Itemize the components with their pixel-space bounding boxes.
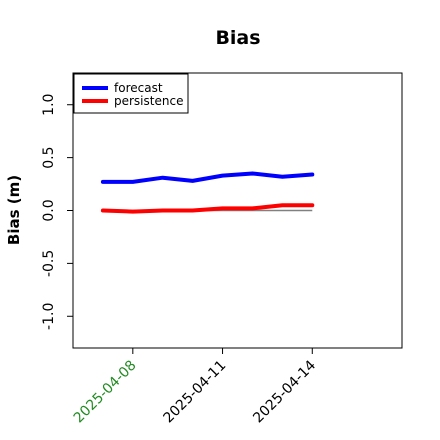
chart-title: Bias bbox=[215, 27, 260, 49]
y-tick-label: 0.0 bbox=[41, 199, 57, 221]
legend: forecast persistence bbox=[73, 73, 189, 114]
y-axis-label: Bias (m) bbox=[5, 175, 23, 245]
y-tick-label: -1.0 bbox=[41, 303, 57, 330]
x-tick-label: 2025-04-11 bbox=[160, 358, 229, 427]
y-tick-label: 1.0 bbox=[41, 94, 57, 116]
x-axis-ticks: 2025-04-08 2025-04-11 2025-04-14 bbox=[71, 348, 319, 426]
series-line-forecast bbox=[100, 171, 315, 184]
x-tick-label: 2025-04-08 bbox=[71, 358, 140, 427]
y-tick-label: -0.5 bbox=[41, 250, 57, 277]
legend-box bbox=[73, 73, 189, 114]
legend-label-persistence: persistence bbox=[114, 94, 183, 108]
series-lines bbox=[100, 171, 315, 214]
y-tick-label: 0.5 bbox=[41, 146, 57, 168]
series-line-persistence bbox=[100, 203, 315, 214]
legend-label-forecast: forecast bbox=[114, 81, 163, 95]
y-axis-ticks: -1.0 -0.5 0.0 0.5 1.0 bbox=[41, 94, 73, 330]
x-tick-label: 2025-04-14 bbox=[250, 357, 319, 426]
